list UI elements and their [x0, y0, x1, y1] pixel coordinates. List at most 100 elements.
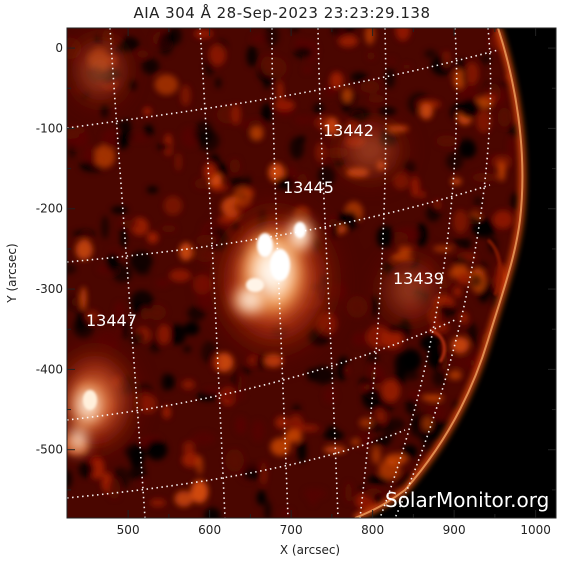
network-blob	[459, 140, 477, 159]
network-blob	[380, 399, 394, 413]
network-blob	[157, 143, 171, 151]
network-blob	[143, 107, 152, 116]
network-blob	[369, 362, 377, 383]
network-blob	[289, 136, 304, 160]
network-blob	[108, 478, 121, 500]
network-blob	[106, 253, 120, 272]
network-blob	[143, 395, 158, 414]
network-blob	[359, 417, 374, 428]
network-blob	[191, 432, 216, 445]
network-blob	[232, 368, 239, 389]
network-blob	[270, 437, 291, 456]
network-blob	[67, 126, 87, 135]
x-tick-label: 600	[198, 523, 221, 537]
heliographic-grid	[67, 28, 499, 518]
network-blob	[325, 117, 339, 136]
network-blob	[210, 184, 228, 192]
network-blob	[403, 160, 416, 174]
network-blob	[329, 71, 344, 89]
network-blob	[346, 295, 368, 319]
network-blob	[197, 130, 220, 152]
network-blob	[479, 53, 492, 65]
network-blob	[225, 448, 245, 473]
network-blob	[352, 332, 368, 347]
network-blob	[146, 440, 168, 461]
network-blob	[136, 50, 150, 58]
network-blob	[510, 192, 521, 210]
network-blob	[116, 121, 125, 129]
network-blob	[492, 210, 514, 229]
x-axis-label: X (arcsec)	[280, 543, 340, 557]
network-blob	[295, 424, 320, 432]
plot-frame	[66, 27, 557, 519]
network-blob	[246, 45, 258, 67]
network-blob	[231, 103, 241, 126]
active-region-label: 13447	[86, 311, 137, 330]
network-blob	[498, 161, 506, 182]
network-blob	[75, 239, 93, 260]
network-blob	[79, 161, 93, 170]
network-blob	[118, 220, 138, 229]
network-blob	[351, 439, 359, 446]
network-blob	[388, 57, 396, 65]
x-tick-label: 800	[361, 523, 384, 537]
network-blob	[458, 98, 481, 119]
network-blob	[385, 67, 395, 89]
network-blob	[163, 196, 183, 216]
network-blob	[350, 72, 368, 83]
network-blob	[129, 250, 153, 272]
network-blob	[371, 446, 382, 465]
network-blob	[377, 225, 395, 248]
network-blob	[367, 94, 385, 103]
network-blob	[422, 416, 433, 431]
network-blob	[443, 51, 450, 69]
network-blob	[469, 218, 489, 234]
network-blob	[415, 223, 428, 248]
network-blob	[235, 416, 247, 435]
network-blob	[165, 374, 175, 390]
network-blob	[459, 311, 469, 324]
active-region-label: 13439	[393, 269, 444, 288]
network-blob	[264, 500, 272, 518]
network-blob	[175, 153, 182, 171]
network-blob	[157, 324, 171, 345]
network-blob	[342, 87, 353, 103]
network-blob	[183, 345, 192, 353]
network-blob	[268, 162, 285, 183]
network-blob	[67, 130, 89, 148]
network-blob	[469, 273, 484, 289]
network-blob	[215, 77, 222, 89]
network-blob	[194, 28, 213, 39]
network-blob	[394, 352, 411, 376]
network-blob	[289, 172, 298, 187]
network-blob	[147, 304, 167, 321]
network-blob	[366, 325, 390, 349]
network-blob	[402, 63, 412, 70]
network-blob	[251, 420, 265, 442]
network-blob	[242, 468, 262, 481]
network-blob	[303, 487, 327, 500]
x-tick-label: 900	[443, 523, 466, 537]
network-blob	[146, 186, 159, 194]
network-blob	[410, 176, 420, 198]
network-blob	[181, 452, 200, 468]
network-blob	[187, 305, 206, 321]
network-blob	[356, 432, 374, 450]
network-blob	[432, 368, 447, 387]
network-blob	[476, 109, 492, 133]
network-blob	[204, 507, 221, 518]
network-blob	[203, 388, 219, 395]
network-blob	[180, 84, 191, 107]
network-blob	[203, 163, 217, 180]
network-blob	[452, 238, 473, 247]
network-blob	[451, 255, 468, 266]
network-blob	[419, 191, 426, 199]
x-tick-label: 700	[280, 523, 303, 537]
network-blob	[395, 28, 411, 41]
network-blob	[154, 74, 179, 95]
network-blob	[258, 462, 269, 473]
network-blob	[215, 163, 229, 178]
network-blob	[381, 379, 401, 403]
network-blob	[129, 79, 137, 91]
